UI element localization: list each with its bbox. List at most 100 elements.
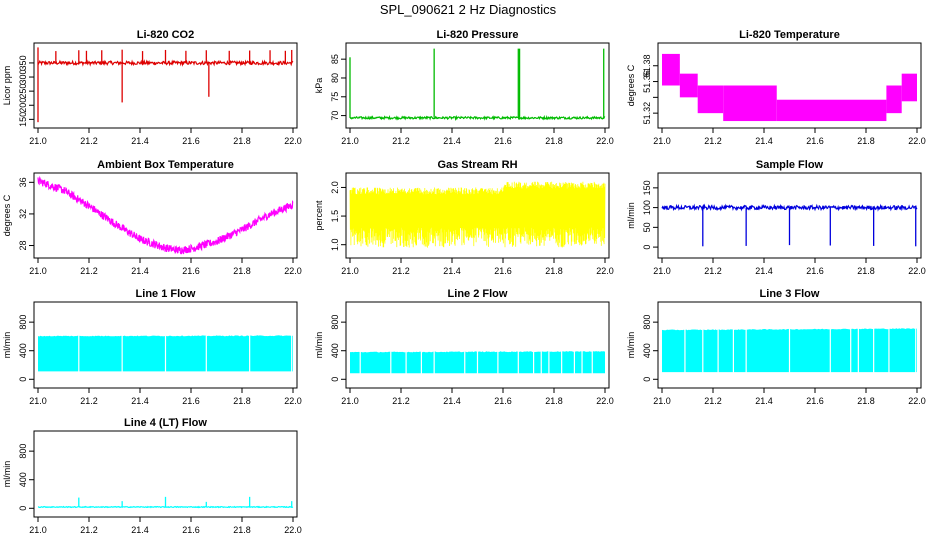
y-axis-label: degrees C bbox=[2, 194, 12, 236]
y-axis-label: ml/min bbox=[2, 332, 12, 359]
x-tick-label: 21.2 bbox=[392, 266, 410, 276]
y-axis-label: ml/min bbox=[626, 332, 636, 359]
panel-title: Li-820 CO2 bbox=[137, 29, 194, 41]
plot-frame bbox=[345, 42, 610, 129]
y-tick-label: 200 bbox=[18, 98, 28, 113]
x-tick-label: 22.0 bbox=[284, 396, 302, 406]
plot-area bbox=[37, 47, 294, 123]
series-line bbox=[349, 181, 606, 248]
y-tick-label: 51.38 bbox=[642, 54, 652, 77]
x-tick-label: 21.8 bbox=[857, 396, 875, 406]
panel-line-3-flow: Line 3 Flow ml/min 21.0 21.2 21.4 21.6 21.8 22.… bbox=[626, 288, 926, 406]
x-tick-label: 21.0 bbox=[341, 396, 359, 406]
plot-area bbox=[38, 334, 293, 373]
x-tick-label: 21.0 bbox=[341, 136, 359, 146]
panel-title: Ambient Box Temperature bbox=[97, 159, 234, 171]
panel-line-2-flow: Line 2 Flow ml/min 21.0 21.2 21.4 21.6 21.8 22.… bbox=[314, 288, 614, 406]
y-tick-label: 80 bbox=[330, 73, 340, 83]
x-tick-label: 21.6 bbox=[494, 136, 512, 146]
y-tick-label: 400 bbox=[18, 472, 28, 487]
y-tick-label: 51.32 bbox=[642, 102, 652, 125]
x-tick-label: 22.0 bbox=[908, 136, 926, 146]
y-tick-label: 2.0 bbox=[330, 181, 340, 194]
plot-area bbox=[661, 203, 918, 247]
x-tick-label: 21.4 bbox=[443, 396, 461, 406]
x-tick-label: 21.4 bbox=[443, 136, 461, 146]
panel-li-820-pressure: Li-820 Pressure kPa 21.0 21.2 21.4 21.6 21.8 22… bbox=[314, 29, 614, 146]
x-tick-label: 22.0 bbox=[284, 525, 302, 535]
y-tick-label: 0 bbox=[642, 377, 652, 382]
x-tick-label: 21.0 bbox=[29, 136, 47, 146]
x-tick-label: 22.0 bbox=[908, 266, 926, 276]
y-axis-label: kPa bbox=[314, 78, 324, 94]
y-tick-label: 0 bbox=[330, 377, 340, 382]
series-band bbox=[901, 73, 917, 102]
series-line bbox=[349, 114, 606, 122]
panel-li-820-co2: Li-820 CO2 Licor ppm 21.0 21.2 21.4 21.6 21.8 2… bbox=[2, 29, 302, 146]
y-axis-label: percent bbox=[314, 200, 324, 231]
x-tick-label: 21.8 bbox=[233, 525, 251, 535]
panel-title: Gas Stream RH bbox=[437, 159, 517, 171]
panel-title: Li-820 Temperature bbox=[739, 29, 840, 41]
x-tick-label: 21.2 bbox=[392, 396, 410, 406]
x-tick-label: 21.6 bbox=[182, 525, 200, 535]
x-tick-label: 21.0 bbox=[653, 396, 671, 406]
x-tick-label: 21.0 bbox=[29, 266, 47, 276]
series-band bbox=[697, 85, 724, 114]
x-tick-label: 21.0 bbox=[29, 396, 47, 406]
x-tick-label: 22.0 bbox=[596, 396, 614, 406]
panels: Li-820 CO2 Licor ppm 21.0 21.2 21.4 21.6 21.8 2… bbox=[2, 29, 926, 535]
y-tick-label: 28 bbox=[18, 241, 28, 251]
y-tick-label: 36 bbox=[18, 177, 28, 187]
plot-frame bbox=[33, 42, 298, 129]
x-tick-label: 21.6 bbox=[182, 266, 200, 276]
series-band bbox=[679, 73, 698, 98]
x-tick-label: 21.6 bbox=[806, 136, 824, 146]
y-axis-label: Licor ppm bbox=[2, 66, 12, 106]
y-tick-label: 0 bbox=[18, 506, 28, 511]
y-tick-label: 400 bbox=[18, 343, 28, 358]
x-tick-label: 21.2 bbox=[80, 136, 98, 146]
plot-frame bbox=[33, 172, 298, 259]
plot-frame bbox=[345, 301, 610, 389]
plot-area bbox=[349, 48, 606, 122]
x-tick-label: 21.0 bbox=[653, 266, 671, 276]
y-tick-label: 1.5 bbox=[330, 210, 340, 223]
x-tick-label: 21.2 bbox=[80, 266, 98, 276]
x-tick-label: 21.4 bbox=[755, 266, 773, 276]
y-tick-label: 400 bbox=[330, 343, 340, 358]
y-tick-label: 0 bbox=[18, 377, 28, 382]
panel-title: Line 4 (LT) Flow bbox=[124, 417, 207, 429]
plot-frame bbox=[33, 301, 298, 389]
y-tick-label: 800 bbox=[18, 315, 28, 330]
x-tick-label: 21.6 bbox=[494, 266, 512, 276]
x-tick-label: 22.0 bbox=[908, 396, 926, 406]
y-tick-label: 0 bbox=[642, 245, 652, 250]
y-tick-label: 250 bbox=[18, 84, 28, 99]
x-tick-label: 21.8 bbox=[545, 396, 563, 406]
x-tick-label: 21.8 bbox=[233, 396, 251, 406]
y-axis-label: ml/min bbox=[2, 461, 12, 488]
plot-frame bbox=[345, 172, 610, 259]
x-tick-label: 22.0 bbox=[284, 136, 302, 146]
plot-frame bbox=[33, 430, 298, 518]
x-tick-label: 21.0 bbox=[341, 266, 359, 276]
series-band bbox=[776, 99, 887, 122]
plot-area bbox=[37, 175, 294, 255]
y-tick-label: 85 bbox=[330, 54, 340, 64]
x-tick-label: 21.2 bbox=[704, 136, 722, 146]
series-band bbox=[662, 53, 680, 86]
panel-gas-stream-rh: Gas Stream RH percent 21.0 21.2 21.4 21.6 21.8… bbox=[314, 159, 614, 276]
panel-sample-flow: Sample Flow ml/min 21.0 21.2 21.4 21.6 21.8 22.… bbox=[626, 159, 926, 276]
x-tick-label: 21.4 bbox=[443, 266, 461, 276]
plot-area bbox=[662, 327, 917, 374]
panel-title: Line 2 Flow bbox=[448, 288, 508, 300]
y-tick-label: 150 bbox=[18, 112, 28, 127]
series-line bbox=[37, 175, 294, 255]
y-axis-label: degrees C bbox=[626, 64, 636, 106]
x-tick-label: 21.6 bbox=[182, 396, 200, 406]
y-tick-label: 75 bbox=[330, 92, 340, 102]
plot-frame bbox=[657, 172, 922, 259]
